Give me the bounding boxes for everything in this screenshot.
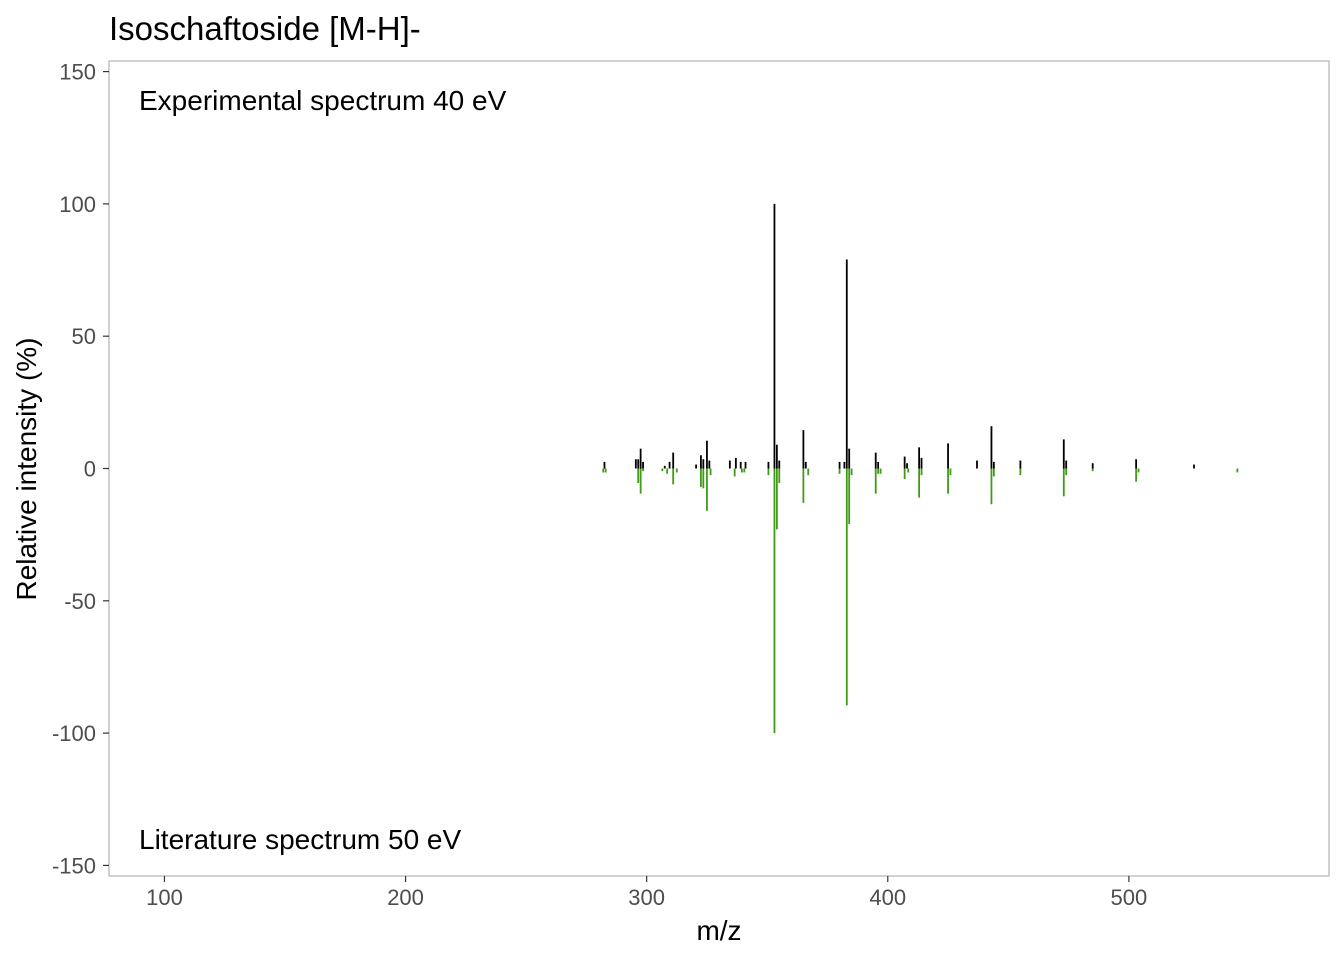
- chart-title: Isoschaftoside [M-H]-: [109, 10, 421, 47]
- y-tick-label: -100: [52, 721, 96, 746]
- y-tick-label: 0: [84, 457, 96, 482]
- x-tick-label: 500: [1111, 885, 1148, 910]
- y-tick-label: -50: [64, 589, 96, 614]
- spectrum-peaks: [602, 203, 1239, 734]
- y-tick-label: 50: [72, 324, 96, 349]
- x-tick-label: 200: [387, 885, 424, 910]
- literature-spectrum-label: Literature spectrum 50 eV: [139, 824, 461, 855]
- experimental-spectrum-label: Experimental spectrum 40 eV: [139, 85, 507, 116]
- y-tick-label: 100: [59, 192, 96, 217]
- x-axis-title: m/z: [696, 915, 741, 946]
- x-axis: 100 200 300 400 500: [146, 876, 1147, 910]
- x-tick-label: 400: [869, 885, 906, 910]
- y-axis: 150 100 50 0 -50 -100 -150: [52, 60, 109, 878]
- y-tick-label: 150: [59, 60, 96, 85]
- y-axis-title: Relative intensity (%): [11, 338, 42, 601]
- x-tick-label: 100: [146, 885, 183, 910]
- x-tick-label: 300: [628, 885, 665, 910]
- y-tick-label: -150: [52, 853, 96, 878]
- plot-panel: [108, 60, 1330, 877]
